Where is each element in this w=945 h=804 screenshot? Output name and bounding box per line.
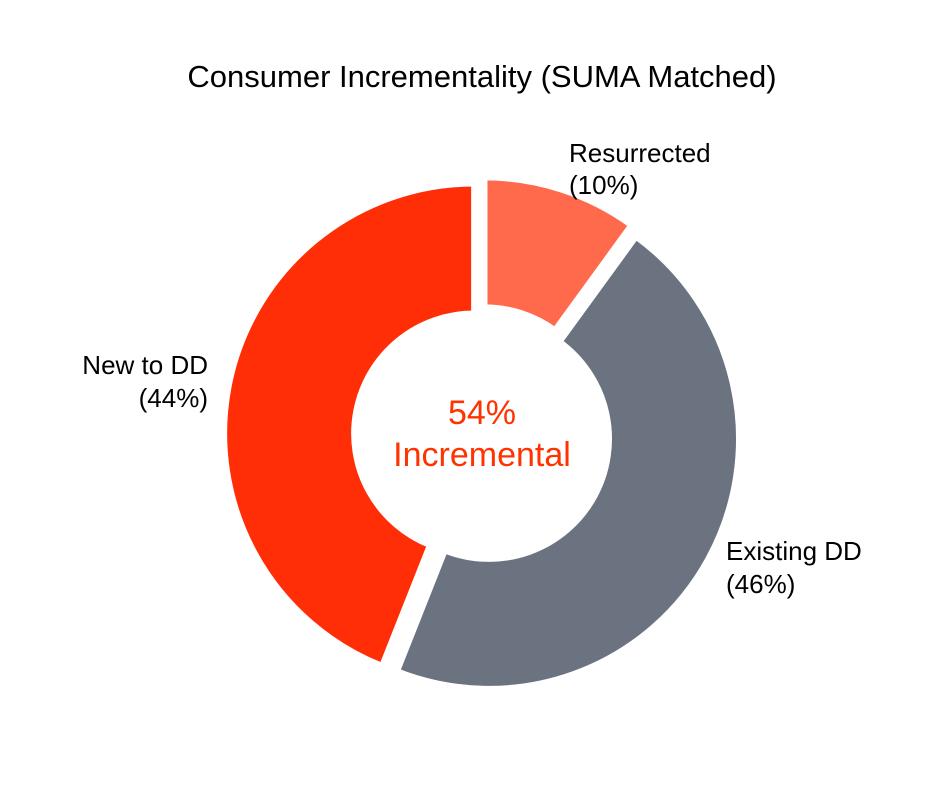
donut-slice-new-to-dd: [221, 180, 478, 670]
slice-label: Resurrected: [569, 138, 711, 168]
chart-title: Consumer Incrementality (SUMA Matched): [187, 59, 776, 94]
slice-percent-label: (10%): [569, 170, 638, 200]
donut-slice-resurrected: [481, 174, 636, 335]
donut-slice-existing-dd: [393, 232, 743, 692]
slices-group: [221, 174, 743, 692]
slice-label: Existing DD: [726, 536, 862, 566]
center-value: 54%: [448, 394, 516, 432]
slice-label: New to DD: [82, 350, 208, 380]
slice-percent-label: (44%): [139, 383, 208, 413]
slice-percent-label: (46%): [726, 569, 795, 599]
center-caption: Incremental: [393, 436, 571, 474]
labels-group: Resurrected(10%) Existing DD(46%) New to D…: [82, 138, 862, 599]
